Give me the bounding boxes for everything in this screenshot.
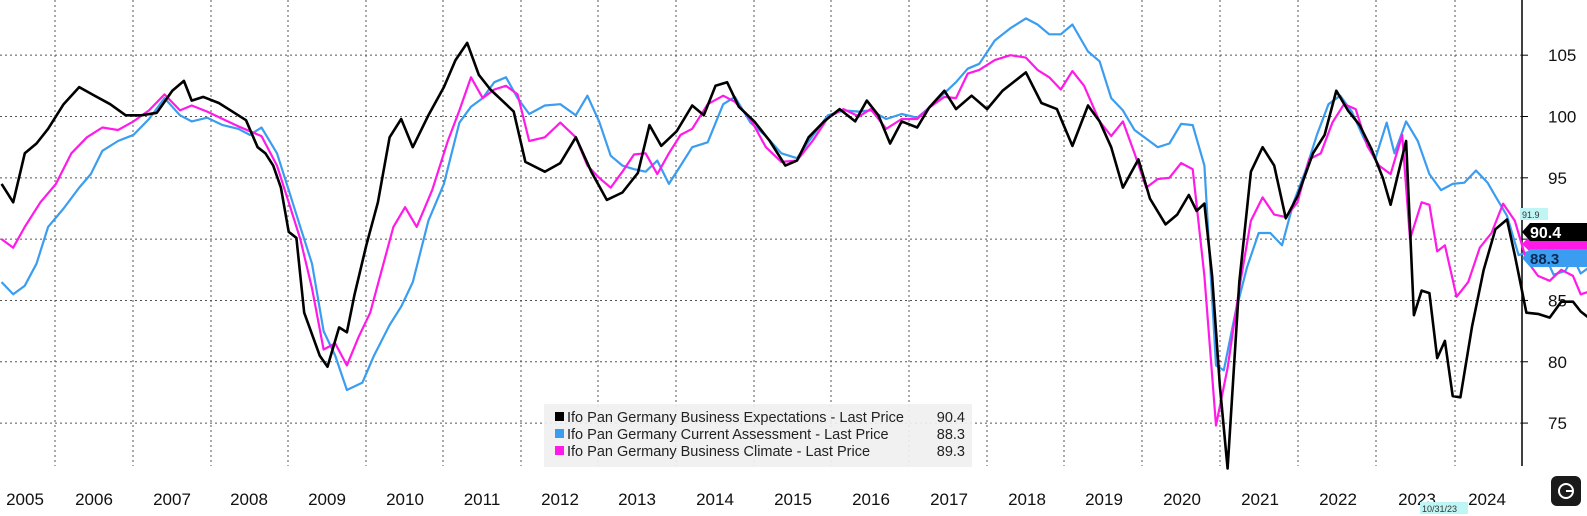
top-marker-label: 91.9 xyxy=(1522,210,1540,220)
legend-box xyxy=(544,404,972,467)
date-marker-box xyxy=(1420,502,1468,514)
x-tick-label: 2018 xyxy=(1008,490,1046,509)
y-tick-label: 80 xyxy=(1548,353,1567,372)
x-tick-label: 2012 xyxy=(541,490,579,509)
x-tick-label: 2007 xyxy=(153,490,191,509)
series-lines xyxy=(0,17,1587,470)
legend-value-current: 88.3 xyxy=(937,427,965,443)
x-tick-label: 2019 xyxy=(1085,490,1123,509)
x-tick-label: 2008 xyxy=(230,490,268,509)
y-tick-label: 95 xyxy=(1548,169,1567,188)
x-tick-label: 2021 xyxy=(1241,490,1279,509)
legend-swatch-current xyxy=(555,429,564,438)
top-marker-box xyxy=(1520,208,1548,220)
calendar-icon[interactable] xyxy=(1551,476,1581,506)
x-tick-label: 2010 xyxy=(386,490,424,509)
x-tick-label: 2016 xyxy=(852,490,890,509)
date-marker-label: 10/31/23 xyxy=(1422,504,1457,514)
y-tick-label: 105 xyxy=(1548,46,1576,65)
legend-swatch-expectations xyxy=(555,412,564,421)
legend-swatch-climate xyxy=(555,446,564,455)
y-tick-label: 85 xyxy=(1548,291,1567,310)
x-tick-label: 2014 xyxy=(696,490,734,509)
x-axis-ticks: 2005 2006 2007 2008 2009 2010 2011 2012 2013 2014… xyxy=(6,490,1506,509)
legend-label-current: Ifo Pan Germany Current Assessment - Las… xyxy=(567,427,889,443)
x-tick-label: 2015 xyxy=(774,490,812,509)
badge-expectations-value: 90.4 xyxy=(1530,225,1561,242)
x-tick-label: 2011 xyxy=(464,490,501,509)
badge-expectations xyxy=(1522,223,1587,241)
legend[interactable]: Ifo Pan Germany Business Expectations - … xyxy=(544,404,972,467)
legend-value-climate: 89.3 xyxy=(937,444,965,460)
y-tick-label: 75 xyxy=(1548,414,1567,433)
x-tick-label: 2022 xyxy=(1319,490,1357,509)
x-tick-label: 2006 xyxy=(75,490,113,509)
y-tick-label: 100 xyxy=(1548,108,1576,127)
x-tick-label: 2005 xyxy=(6,490,44,509)
badge-current xyxy=(1522,249,1587,267)
series-line-expectations xyxy=(0,41,1587,470)
series-line-current xyxy=(0,17,1587,392)
x-tick-label: 2009 xyxy=(308,490,346,509)
x-tick-label: 2013 xyxy=(618,490,656,509)
x-tick-label: 2017 xyxy=(930,490,968,509)
legend-value-expectations: 90.4 xyxy=(937,410,965,426)
series-line-climate xyxy=(0,54,1587,427)
last-value-markers: 91.9 90.4 88.3 xyxy=(1520,208,1587,268)
badge-current-value: 88.3 xyxy=(1530,251,1559,268)
legend-label-climate: Ifo Pan Germany Business Climate - Last … xyxy=(567,444,870,460)
x-tick-label: 2020 xyxy=(1163,490,1201,509)
legend-label-expectations: Ifo Pan Germany Business Expectations - … xyxy=(567,410,904,426)
x-tick-label: 2024 xyxy=(1468,490,1506,509)
